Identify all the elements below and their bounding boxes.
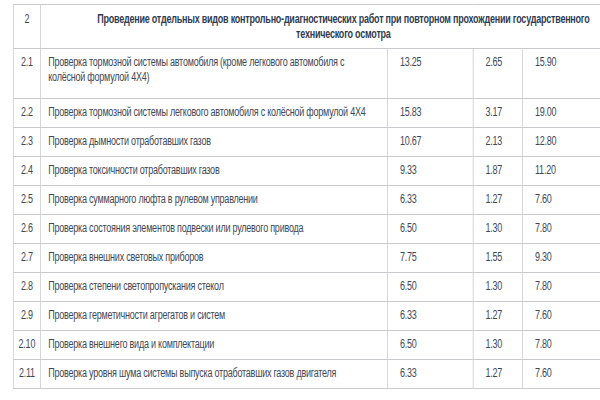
value-3-cell: 19.00: [523, 99, 600, 128]
value-3-cell: 15.90: [523, 49, 600, 99]
value-2-cell: 1.87: [473, 157, 523, 186]
table-row: 2.2 Проверка тормозной системы легкового…: [13, 99, 600, 128]
value-1-cell: 6.50: [388, 331, 474, 360]
value-2-cell: 1.30: [473, 331, 523, 360]
row-number-cell: 2.7: [13, 244, 40, 273]
value-1-cell: 6.50: [388, 273, 474, 302]
value-2-cell: 1.55: [473, 244, 523, 273]
value-2-cell: 1.30: [473, 273, 523, 302]
inspection-price-table: 2 Проведение отдельных видов контрольно-…: [13, 4, 600, 389]
value-2-cell: 1.27: [473, 302, 523, 331]
row-desc-cell: Проверка внешнего вида и комплектации: [40, 331, 387, 360]
table-row: 2.1 Проверка тормозной системы автомобил…: [13, 49, 600, 99]
value-1-cell: 6.33: [388, 302, 474, 331]
row-desc-cell: Проверка тормозной системы автомобиля (к…: [40, 49, 387, 99]
value-1-cell: 10.67: [388, 128, 474, 157]
row-desc-cell: Проверка уровня шума системы выпуска отр…: [40, 360, 387, 389]
value-3-cell: 12.80: [523, 128, 600, 157]
table-row: 2.4 Проверка токсичности отработавших га…: [13, 157, 600, 186]
row-number-cell: 2.6: [13, 215, 40, 244]
table-row: 2.8 Проверка степени светопропускания ст…: [13, 273, 600, 302]
row-desc-cell: Проверка внешних световых приборов: [40, 244, 387, 273]
row-desc-cell: Проверка состояния элементов подвески ил…: [40, 215, 387, 244]
row-number-cell: 2.2: [13, 99, 40, 128]
value-3-cell: 7.80: [523, 331, 600, 360]
row-number-cell: 2.9: [13, 302, 40, 331]
section-title-line1: Проведение отдельных видов контрольно-ди…: [48, 12, 600, 27]
value-3-cell: 7.60: [523, 302, 600, 331]
row-desc-cell: Проверка токсичности отработавших газов: [40, 157, 387, 186]
row-desc-cell: Проверка дымности отработавших газов: [40, 128, 387, 157]
value-1-cell: 9.33: [388, 157, 474, 186]
row-number-cell: 2.5: [13, 186, 40, 215]
row-number-cell: 2.8: [13, 273, 40, 302]
price-table-container: 2 Проведение отдельных видов контрольно-…: [13, 4, 600, 389]
value-3-cell: 7.60: [523, 360, 600, 389]
row-desc-cell: Проверка тормозной системы легкового авт…: [40, 99, 387, 128]
row-number-cell: 2.11: [13, 360, 40, 389]
value-2-cell: 1.27: [473, 360, 523, 389]
value-3-cell: 7.80: [523, 215, 600, 244]
table-row: 2.5 Проверка суммарного люфта в рулевом …: [13, 186, 600, 215]
row-desc-cell: Проверка степени светопропускания стекол: [40, 273, 387, 302]
value-2-cell: 3.17: [473, 99, 523, 128]
value-1-cell: 15.83: [388, 99, 474, 128]
row-desc-cell: Проверка герметичности агрегатов и систе…: [40, 302, 387, 331]
row-number-cell: 2.10: [13, 331, 40, 360]
table-row: 2.11 Проверка уровня шума системы выпуск…: [13, 360, 600, 389]
value-2-cell: 2.65: [473, 49, 523, 99]
value-1-cell: 6.33: [388, 360, 474, 389]
value-1-cell: 6.33: [388, 186, 474, 215]
row-number-cell: 2.4: [13, 157, 40, 186]
value-1-cell: 6.50: [388, 215, 474, 244]
value-2-cell: 1.27: [473, 186, 523, 215]
section-title-line2: технического осмотра: [48, 27, 600, 42]
value-1-cell: 13.25: [388, 49, 474, 99]
value-3-cell: 7.80: [523, 273, 600, 302]
section-header-row: 2 Проведение отдельных видов контрольно-…: [13, 5, 600, 49]
value-3-cell: 7.60: [523, 186, 600, 215]
section-title: Проведение отдельных видов контрольно-ди…: [40, 5, 600, 49]
table-row: 2.3 Проверка дымности отработавших газов…: [13, 128, 600, 157]
value-1-cell: 7.75: [388, 244, 474, 273]
value-3-cell: 9.30: [523, 244, 600, 273]
row-desc-cell: Проверка суммарного люфта в рулевом упра…: [40, 186, 387, 215]
table-row: 2.7 Проверка внешних световых приборов 7…: [13, 244, 600, 273]
table-row: 2.9 Проверка герметичности агрегатов и с…: [13, 302, 600, 331]
section-number: 2: [13, 5, 40, 49]
row-number-cell: 2.3: [13, 128, 40, 157]
value-2-cell: 1.30: [473, 215, 523, 244]
table-row: 2.10 Проверка внешнего вида и комплектац…: [13, 331, 600, 360]
table-row: 2.6 Проверка состояния элементов подвеск…: [13, 215, 600, 244]
value-3-cell: 11.20: [523, 157, 600, 186]
value-2-cell: 2.13: [473, 128, 523, 157]
row-number-cell: 2.1: [13, 49, 40, 99]
